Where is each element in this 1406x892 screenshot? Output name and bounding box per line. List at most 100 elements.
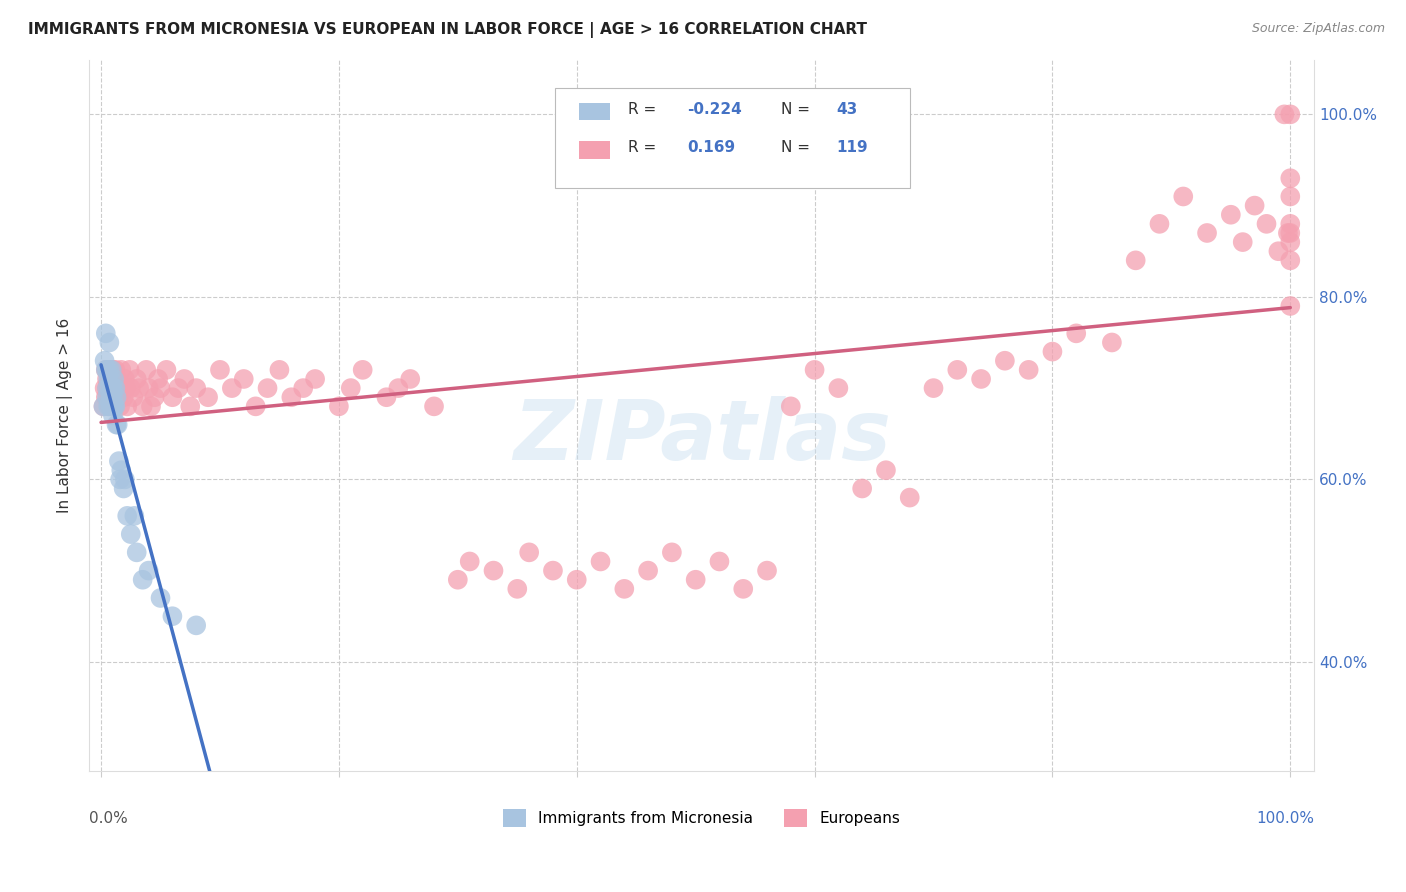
Point (100, 372, 122, 386)
Point (423, 400, 446, 414)
Point (108, 390, 131, 404)
Point (94, 363, 117, 377)
Point (100, 363, 122, 377)
Point (1101, 335, 1123, 350)
Point (245, 400, 267, 414)
Point (112, 390, 135, 404)
Point (111, 381, 134, 395)
Point (186, 618, 208, 632)
Point (304, 372, 326, 386)
Point (97, 363, 120, 377)
Point (101, 381, 124, 395)
Text: R =: R = (628, 102, 657, 117)
Point (110, 463, 132, 477)
Point (1173, 189, 1195, 203)
Point (970, 372, 993, 386)
Point (506, 582, 529, 596)
Point (100, 381, 122, 395)
Point (96, 372, 118, 386)
Point (103, 400, 125, 414)
Point (1279, 253, 1302, 268)
Point (108, 472, 131, 486)
Point (101, 400, 124, 414)
Point (114, 372, 136, 386)
Point (1277, 226, 1299, 240)
Point (162, 390, 184, 404)
Point (994, 353, 1017, 368)
Point (565, 573, 588, 587)
Point (100, 381, 122, 395)
Point (139, 400, 162, 414)
Point (1195, 226, 1218, 240)
Point (114, 472, 136, 486)
Point (1219, 208, 1241, 222)
Point (93, 381, 115, 395)
Point (96, 381, 118, 395)
Point (1064, 326, 1087, 341)
Point (458, 554, 481, 568)
Point (97, 390, 120, 404)
Point (1279, 171, 1302, 186)
Point (517, 545, 540, 559)
Point (827, 381, 849, 395)
Point (232, 372, 254, 386)
Point (779, 400, 801, 414)
Point (115, 508, 138, 523)
Point (96, 363, 118, 377)
Point (138, 564, 160, 578)
Point (105, 390, 128, 404)
Point (269, 363, 291, 377)
Point (1272, 107, 1295, 121)
Point (613, 582, 636, 596)
Point (112, 482, 135, 496)
Legend: Immigrants from Micronesia, Europeans: Immigrants from Micronesia, Europeans (496, 801, 908, 835)
Point (104, 381, 127, 395)
Point (135, 363, 157, 377)
Point (101, 409, 124, 423)
Y-axis label: In Labor Force | Age > 16: In Labor Force | Age > 16 (58, 318, 73, 513)
Point (138, 381, 160, 395)
FancyBboxPatch shape (554, 88, 910, 187)
Point (851, 482, 873, 496)
Point (447, 573, 470, 587)
Point (1125, 253, 1147, 268)
Point (108, 381, 131, 395)
Point (208, 363, 231, 377)
Point (115, 400, 138, 414)
Point (104, 400, 127, 414)
Point (97, 400, 120, 414)
Point (100, 390, 122, 404)
Point (120, 381, 142, 395)
Point (93, 400, 115, 414)
Point (541, 564, 564, 578)
Point (256, 381, 278, 395)
Point (197, 390, 219, 404)
Point (108, 454, 131, 468)
Point (101, 390, 124, 404)
Point (875, 463, 897, 477)
Point (482, 564, 505, 578)
Point (162, 609, 184, 624)
Text: R =: R = (628, 140, 657, 155)
Text: IMMIGRANTS FROM MICRONESIA VS EUROPEAN IN LABOR FORCE | AGE > 16 CORRELATION CHA: IMMIGRANTS FROM MICRONESIA VS EUROPEAN I… (28, 22, 868, 38)
Point (131, 573, 153, 587)
Point (115, 381, 138, 395)
Point (149, 591, 172, 605)
Point (103, 400, 125, 414)
Point (105, 381, 128, 395)
Point (661, 545, 683, 559)
Point (98, 335, 121, 350)
Text: -0.224: -0.224 (688, 102, 742, 117)
Point (100, 400, 122, 414)
Point (100, 390, 122, 404)
Point (124, 508, 146, 523)
Point (1279, 235, 1302, 249)
Point (98, 400, 121, 414)
Point (292, 381, 315, 395)
Point (1267, 244, 1289, 259)
Point (94, 326, 117, 341)
Point (1279, 107, 1302, 121)
Point (104, 381, 127, 395)
Point (709, 554, 731, 568)
Text: ZIPatlas: ZIPatlas (513, 396, 890, 477)
